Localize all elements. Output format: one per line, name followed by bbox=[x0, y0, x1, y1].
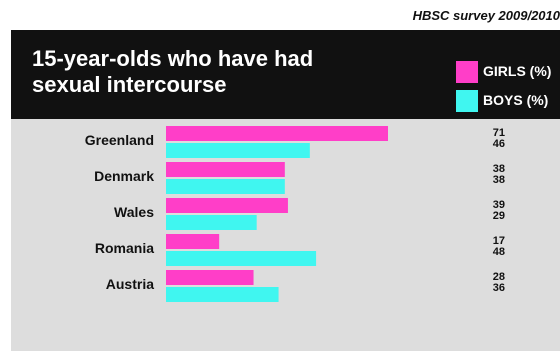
bar-boys-austria bbox=[166, 287, 279, 302]
value-label-boys-wales: 29 bbox=[493, 210, 505, 222]
bar-boys-romania bbox=[166, 251, 317, 266]
bar-boys-greenland bbox=[166, 143, 310, 158]
chart-title: 15-year-olds who have had sexual interco… bbox=[32, 46, 314, 97]
legend-label-boys: BOYS (%) bbox=[483, 92, 549, 108]
value-label-boys-greenland: 46 bbox=[493, 138, 505, 150]
legend-label-girls: GIRLS (%) bbox=[483, 63, 552, 79]
category-label-denmark: Denmark bbox=[94, 168, 154, 184]
category-label-austria: Austria bbox=[106, 276, 154, 292]
value-label-girls-denmark: 38 bbox=[493, 163, 505, 175]
bar-girls-denmark bbox=[166, 162, 285, 177]
category-label-romania: Romania bbox=[95, 240, 154, 256]
value-label-girls-romania: 17 bbox=[493, 235, 505, 247]
bar-boys-wales bbox=[166, 215, 257, 230]
chart-header: 15-year-olds who have had sexual interco… bbox=[11, 30, 560, 119]
bar-girls-greenland bbox=[166, 126, 388, 141]
bar-girls-wales bbox=[166, 198, 288, 213]
legend-swatch-boys bbox=[456, 90, 478, 112]
bar-girls-austria bbox=[166, 270, 254, 285]
bar-boys-denmark bbox=[166, 179, 285, 194]
category-label-greenland: Greenland bbox=[85, 132, 154, 148]
value-label-boys-denmark: 38 bbox=[493, 174, 505, 186]
value-label-girls-austria: 28 bbox=[493, 271, 505, 283]
value-label-boys-austria: 36 bbox=[493, 282, 505, 294]
value-label-girls-wales: 39 bbox=[493, 199, 505, 211]
value-label-boys-romania: 48 bbox=[493, 246, 505, 258]
value-label-girls-greenland: 71 bbox=[493, 127, 505, 139]
category-label-wales: Wales bbox=[114, 204, 154, 220]
source-label: HBSC survey 2009/2010 bbox=[412, 8, 560, 23]
bar-girls-romania bbox=[166, 234, 220, 249]
legend-swatch-girls bbox=[456, 61, 478, 83]
